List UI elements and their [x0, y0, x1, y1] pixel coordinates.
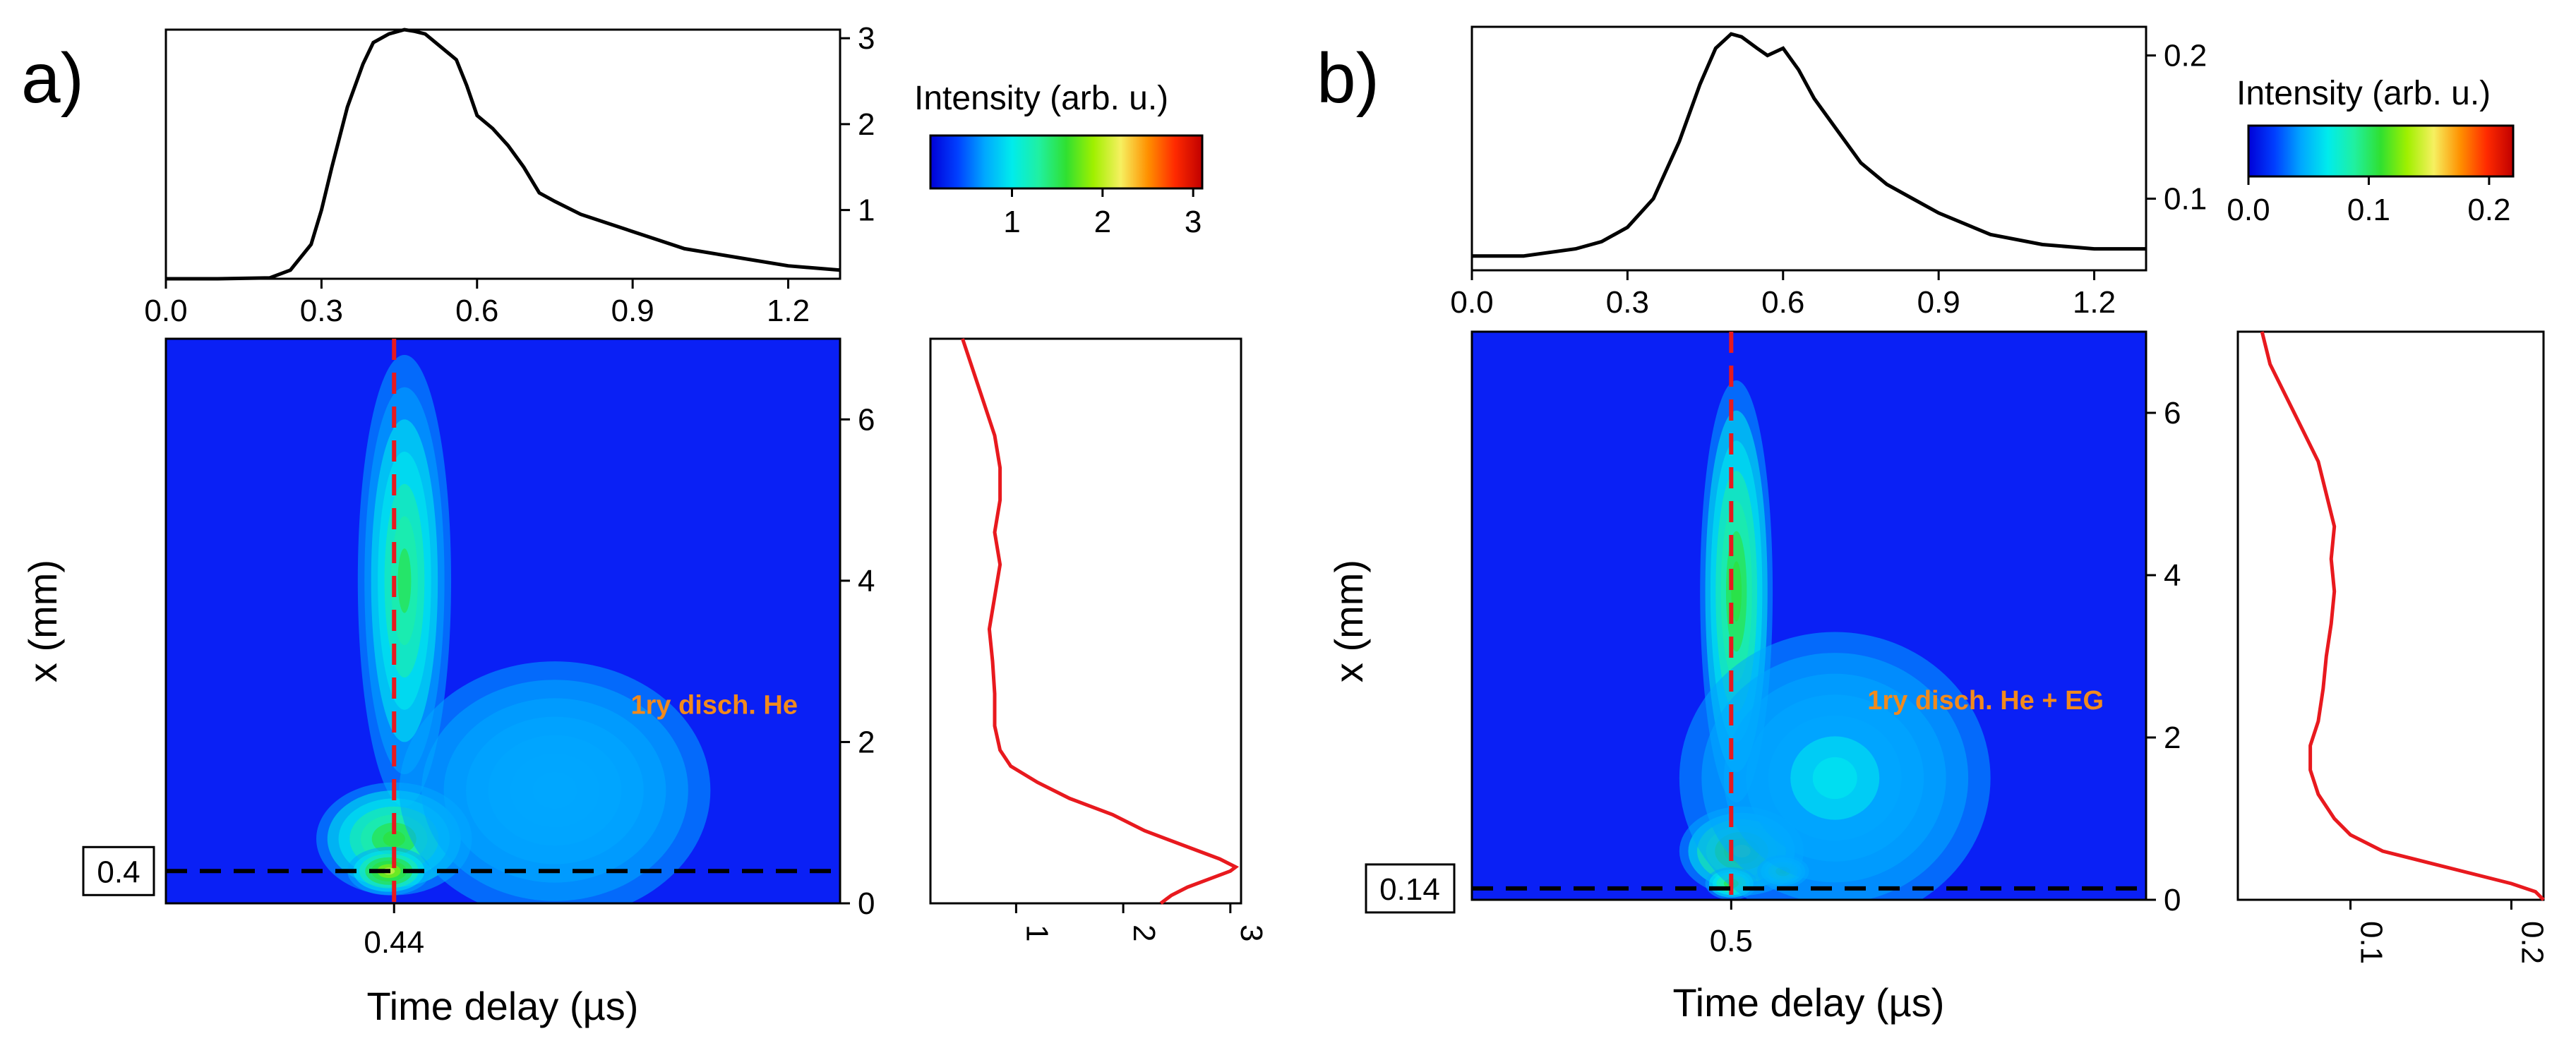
annotation-a: 1ry disch. He — [630, 690, 798, 720]
colorbar-tick-label: 1 — [1003, 205, 1020, 239]
side-profile-x-ticks-a: 1 2 3 — [1014, 903, 1269, 941]
y-marker-box-a: 0.4 — [82, 845, 155, 896]
heatmap-intensity-a — [316, 354, 711, 903]
top-profile-x-tick-label: 0.6 — [455, 294, 498, 328]
panel-b: b) 0.0 0.3 0.6 0.9 1.2 0.1 0.2 Intensity (arb… — [1317, 25, 2549, 1025]
x-axis-label-a: Time delay (µs) — [367, 984, 639, 1028]
top-profile-x-tick-label: 0.3 — [1606, 285, 1649, 320]
heatmap-y-tick-label: 2 — [2164, 721, 2181, 755]
top-profile-x-tick-label: 0.0 — [1450, 285, 1493, 320]
top-profile-y-ticks-b: 0.1 0.2 — [2146, 39, 2207, 217]
heatmap-y-tick-label: 4 — [2164, 558, 2181, 593]
side-profile-frame-a — [929, 337, 1242, 905]
top-profile-x-tick-label: 0.9 — [1917, 285, 1960, 320]
colorbar-title-a: Intensity (arb. u.) — [914, 80, 1168, 117]
y-axis-label-a: x (mm) — [20, 560, 65, 682]
side-profile-frame-b — [2236, 330, 2545, 901]
y-marker-label-b: 0.14 — [1379, 872, 1440, 907]
side-profile-x-tick-label: 1 — [1019, 924, 1054, 941]
heatmap-y-tick-label: 2 — [858, 725, 875, 759]
y-marker-label-box-a — [82, 845, 155, 896]
colorbar-tick-label: 0.0 — [2227, 193, 2270, 227]
top-profile-y-tick-label: 3 — [858, 21, 875, 56]
side-profile-line-a — [961, 338, 1240, 905]
top-profile-frame-a — [164, 28, 841, 280]
top-profile-y-tick-label: 2 — [858, 107, 875, 142]
top-profile-y-tick-label: 1 — [858, 193, 875, 228]
heatmap-y-tick-label: 6 — [858, 402, 875, 437]
colorbar-tick-label: 0.1 — [2347, 193, 2390, 227]
top-profile-line-a — [166, 28, 841, 281]
top-profile-line-b — [1472, 32, 2146, 258]
colorbar-b: Intensity (arb. u.) 0.0 0.1 0.2 — [2227, 75, 2515, 227]
top-profile-frame-b — [1470, 25, 2147, 272]
y-marker-label-a: 0.4 — [97, 855, 140, 889]
top-profile-x-tick-label: 0.0 — [144, 294, 187, 328]
colorbar-tick-label: 2 — [1094, 205, 1111, 239]
top-profile-x-tick-label: 1.2 — [767, 294, 810, 328]
side-profile-x-tick-label: 2 — [1127, 924, 1161, 941]
colorbar-gradient-a — [929, 134, 1204, 190]
top-profile-y-tick-label: 0.2 — [2164, 39, 2207, 73]
heatmap-a: 0 2 4 6 1ry disch. He 0.4 0.44 Time delay (… — [20, 337, 875, 1028]
top-profile-x-tick-label: 0.9 — [611, 294, 654, 328]
top-profile-x-tick-label: 0.3 — [300, 294, 343, 328]
colorbar-tick-label: 3 — [1185, 205, 1202, 239]
heatmap-y-tick-label: 4 — [858, 564, 875, 598]
heatmap-y-tick-label: 6 — [2164, 396, 2181, 430]
top-profile-x-tick-label: 0.6 — [1761, 285, 1804, 320]
heatmap-y-ticks-b: 0 2 4 6 — [1730, 396, 2181, 917]
y-marker-box-b: 0.14 — [1365, 863, 1456, 914]
top-profile-x-tick-label: 1.2 — [2073, 285, 2116, 320]
side-profile-x-tick-label: 3 — [1234, 924, 1269, 941]
y-axis-label-b: x (mm) — [1326, 560, 1371, 682]
colorbar-ticks-b: 0.0 0.1 0.2 — [2227, 176, 2510, 227]
colorbar-gradient-b — [2247, 124, 2515, 178]
heatmap-contour — [1731, 561, 1742, 622]
top-profile-y-tick-label: 0.1 — [2164, 182, 2207, 217]
heatmap-contour — [383, 831, 405, 847]
heatmap-frame-a — [164, 337, 841, 905]
side-profile-line-b — [2260, 331, 2545, 901]
side-profile-a: 1 2 3 — [929, 337, 1269, 941]
side-profile-x-tick-label: 0.1 — [2354, 921, 2389, 964]
heatmap-y-tick-label: 0 — [858, 886, 875, 921]
colorbar-ticks-a: 1 2 3 — [1003, 188, 1202, 239]
colorbar-title-b: Intensity (arb. u.) — [2236, 75, 2491, 112]
heatmap-y-tick-label: 0 — [2164, 883, 2181, 917]
colorbar-tick-label: 0.2 — [2467, 193, 2510, 227]
heatmap-y-ticks-a: 0 2 4 6 — [393, 402, 875, 921]
x-marker-label-a: 0.44 — [364, 925, 424, 960]
heatmap-intensity-b — [1679, 380, 1991, 900]
heatmap-frame-b — [1470, 330, 2147, 901]
top-profile-b: 0.0 0.3 0.6 0.9 1.2 0.1 0.2 — [1450, 25, 2207, 320]
side-profile-x-tick-label: 0.2 — [2515, 921, 2549, 964]
top-profile-x-ticks-b: 0.0 0.3 0.6 0.9 1.2 — [1450, 270, 2116, 320]
x-axis-label-b: Time delay (µs) — [1673, 980, 1945, 1025]
heatmap-contour — [1812, 757, 1857, 800]
colorbar-a: Intensity (arb. u.) 1 2 3 — [914, 80, 1204, 239]
side-profile-b: 0.1 0.2 — [2236, 330, 2549, 964]
heatmap-b: 0 2 4 6 1ry disch. He + EG 0.14 0.5 Time de… — [1326, 330, 2181, 1025]
x-marker-label-b: 0.5 — [1710, 924, 1753, 958]
panel-label-b: b) — [1317, 39, 1379, 118]
panel-a: a) 0.0 0.3 0.6 0.9 1.2 1 2 3 Intensity (arb. u… — [20, 21, 1269, 1028]
annotation-b: 1ry disch. He + EG — [1867, 686, 2104, 716]
panel-label-a: a) — [21, 39, 84, 118]
top-profile-a: 0.0 0.3 0.6 0.9 1.2 1 2 3 — [144, 21, 875, 328]
heatmap-contour — [532, 771, 577, 809]
top-profile-x-ticks-a: 0.0 0.3 0.6 0.9 1.2 — [144, 279, 810, 328]
top-profile-y-ticks-a: 1 2 3 — [840, 21, 875, 228]
heatmap-contour — [397, 548, 412, 613]
side-profile-x-ticks-b: 0.1 0.2 — [2349, 900, 2549, 964]
y-marker-label-box-b — [1365, 863, 1456, 914]
